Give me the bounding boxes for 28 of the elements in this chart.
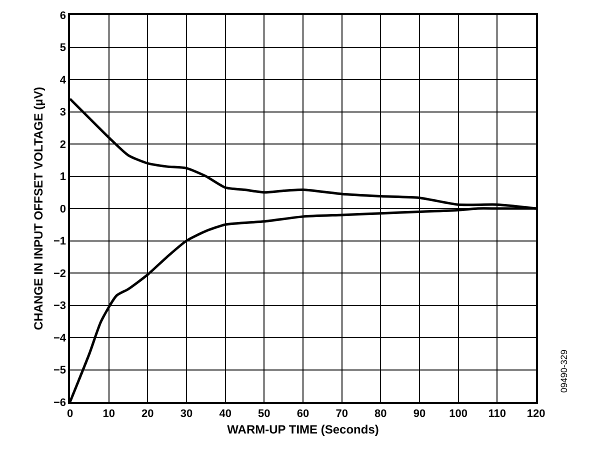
x-tick-label: 90 (413, 408, 426, 420)
y-tick-label: 3 (60, 106, 66, 119)
y-tick-label: 6 (60, 10, 66, 22)
y-tick-label: 2 (60, 138, 66, 151)
text: 09490-329 (559, 350, 570, 393)
y-tick-label: −2 (54, 268, 66, 280)
y-tick-label: −5 (54, 364, 66, 377)
y-tick-label: −3 (54, 300, 66, 312)
y-tick-label: −4 (54, 332, 67, 344)
x-tick-label: 60 (296, 408, 310, 420)
y-tick-label: −1 (54, 236, 66, 248)
y-tick-label: 1 (60, 171, 66, 184)
x-tick-label: 20 (142, 408, 154, 420)
x-axis-title: WARM-UP TIME (Seconds) (227, 422, 379, 436)
y-axis-title: CHANGE IN INPUT OFFSET VOLTAGE (µV) (31, 86, 46, 330)
x-tick-label: 80 (374, 408, 387, 420)
x-tick-label: 30 (180, 408, 193, 420)
y-tick-label: −6 (54, 396, 66, 409)
y-tick-label: 4 (60, 74, 67, 86)
x-tick-label: 40 (219, 408, 232, 420)
y-tick-label: 5 (60, 42, 66, 54)
x-tick-label: 120 (526, 408, 546, 420)
x-tick-label: 10 (102, 408, 115, 420)
x-tick-label: 70 (336, 408, 348, 420)
x-tick-label: 100 (449, 408, 468, 420)
y-tick-label: 0 (60, 203, 66, 216)
x-tick-label: 110 (488, 408, 506, 420)
x-tick-label: 50 (258, 408, 270, 420)
